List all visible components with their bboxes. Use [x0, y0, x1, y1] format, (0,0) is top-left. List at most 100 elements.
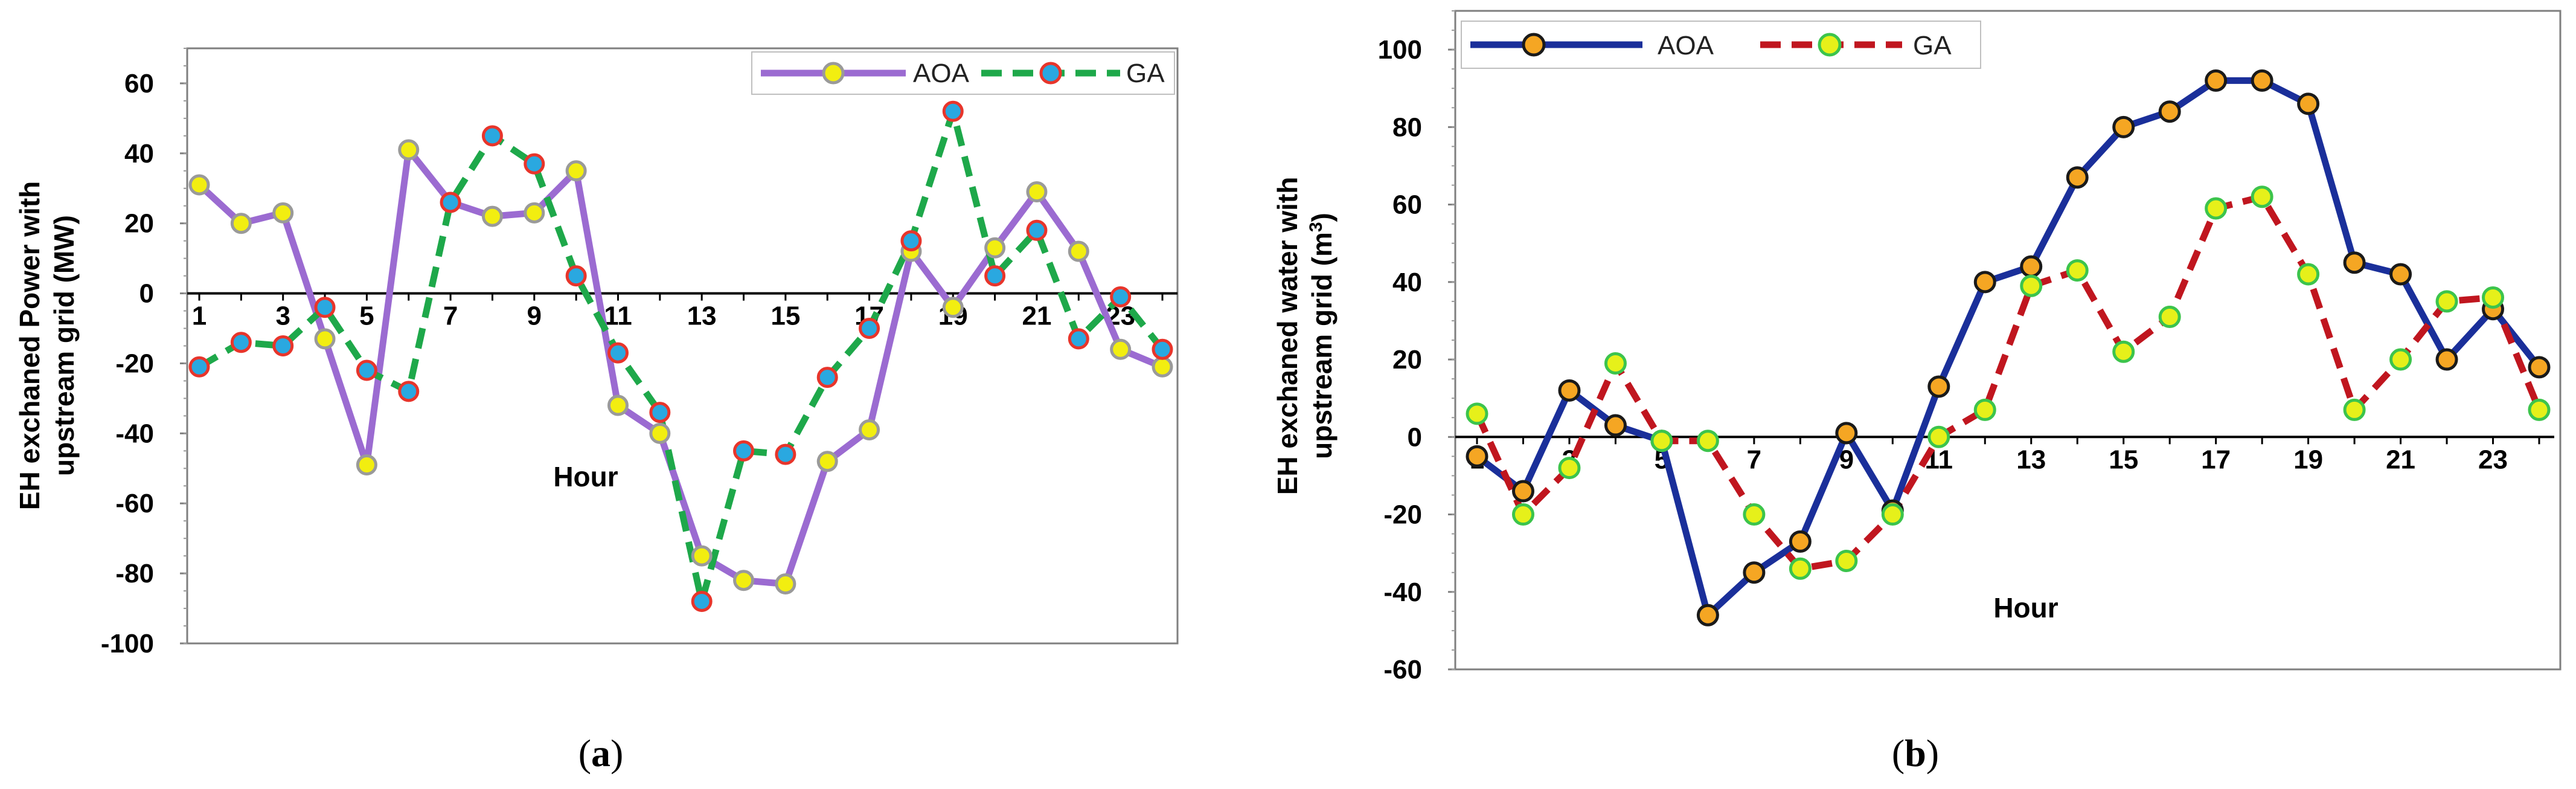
legend-b: AOA GA [1461, 21, 1981, 69]
x-tick-label: 13 [2016, 445, 2046, 474]
data-point-aoa [691, 545, 713, 567]
data-point-aoa [1558, 379, 1581, 402]
data-point-ga [2297, 263, 2320, 286]
data-point-aoa [2020, 255, 2043, 278]
y-axis-label-a-line1: EH exchaned Power with [14, 181, 45, 510]
caption-b: (b) [1892, 732, 1939, 775]
data-point-ga [1743, 503, 1766, 526]
data-point-ga [272, 335, 294, 356]
y-axis-a: -100 -80 -60 -40 -20 0 20 40 60 [101, 48, 188, 659]
data-point-ga [1558, 457, 1581, 480]
data-point-aoa [607, 394, 629, 416]
data-point-aoa [859, 419, 880, 441]
y-axis-label-b-line2: upstream grid (m3) [1306, 213, 1338, 459]
data-point-ga [1973, 398, 1996, 421]
data-point-aoa [314, 328, 336, 350]
data-point-ga [1604, 352, 1627, 375]
data-point-aoa [2158, 100, 2181, 123]
data-point-ga [2528, 398, 2551, 421]
data-point-ga [1511, 503, 1534, 526]
y-tick-label: 20 [1392, 345, 1422, 375]
y-tick-label: 80 [1392, 112, 1422, 142]
data-point-aoa [1743, 561, 1766, 584]
data-point-ga [2482, 286, 2505, 309]
y-tick-label: 20 [124, 209, 154, 239]
data-point-ga [859, 318, 880, 340]
data-point-aoa [816, 451, 838, 472]
data-point-aoa [565, 160, 587, 182]
data-point-ga [900, 230, 922, 252]
data-point-aoa [1789, 530, 1812, 553]
series-markers-a [188, 100, 1173, 612]
data-point-ga [1650, 430, 1673, 452]
legend-marker-ga-a [1039, 62, 1062, 85]
data-point-ga [649, 402, 671, 423]
data-point-ga [1068, 328, 1089, 350]
data-point-aoa [272, 202, 294, 224]
x-tick-label: 9 [527, 301, 542, 331]
data-point-aoa [1110, 338, 1132, 360]
data-point-ga [1696, 430, 1719, 452]
y-tick-label: -100 [101, 629, 154, 659]
legend-label-ga-a: GA [1126, 59, 1165, 88]
data-point-ga [1466, 402, 1488, 425]
x-tick-label: 15 [771, 301, 800, 331]
data-point-aoa [2528, 356, 2551, 379]
y-tick-label: 60 [1392, 190, 1422, 220]
data-point-aoa [2205, 69, 2228, 92]
data-point-aoa [356, 454, 377, 475]
data-point-ga [816, 367, 838, 388]
x-axis-label-a: Hour [553, 461, 618, 492]
data-point-ga [398, 381, 420, 402]
y-axis-label-a-line2: upstream grid (MW) [48, 215, 80, 476]
y-tick-label: -60 [1383, 655, 1422, 684]
x-tick-label: 19 [2293, 445, 2323, 474]
data-point-ga [314, 297, 336, 318]
data-point-aoa [230, 213, 252, 234]
data-point-aoa [2297, 92, 2320, 115]
y-tick-label: -60 [115, 489, 154, 518]
data-point-ga [2066, 259, 2089, 282]
data-point-ga [188, 356, 210, 378]
x-tick-label: 13 [687, 301, 717, 331]
data-point-aoa [1973, 271, 1996, 294]
data-point-aoa [2435, 348, 2458, 371]
data-point-ga [481, 125, 503, 147]
data-point-aoa [1511, 480, 1534, 503]
data-point-ga [2158, 306, 2181, 329]
y-axis-b: -60 -40 -20 0 20 40 60 80 100 [1378, 10, 1456, 684]
data-point-aoa [733, 570, 755, 591]
data-point-aoa [984, 237, 1006, 259]
data-point-ga [607, 342, 629, 364]
caption-a: (a) [578, 732, 624, 775]
data-point-aoa [1604, 414, 1627, 437]
y-tick-label: -20 [115, 349, 154, 378]
y-tick-label: 40 [1392, 268, 1422, 297]
data-point-aoa [398, 139, 420, 161]
data-point-ga [2112, 340, 2135, 363]
data-point-ga [1927, 425, 1950, 448]
legend-label-aoa-a: AOA [913, 59, 970, 88]
x-tick-label: 21 [1022, 301, 1051, 331]
data-point-ga [1881, 503, 1904, 526]
data-point-ga [2435, 290, 2458, 313]
data-point-aoa [2066, 166, 2089, 189]
data-point-aoa [2251, 69, 2273, 92]
plot-area-a [186, 47, 1179, 645]
legend-a: AOA GA [751, 51, 1175, 95]
legend-label-aoa-b: AOA [1658, 31, 1714, 60]
x-tick-label: 3 [275, 301, 290, 331]
x-tick-label: 7 [443, 301, 458, 331]
x-tick-label: 5 [359, 301, 374, 331]
data-point-ga [1110, 286, 1132, 308]
data-point-aoa [2112, 115, 2135, 138]
legend-marker-aoa-a [822, 62, 845, 85]
data-point-ga [230, 332, 252, 353]
data-point-ga [356, 359, 377, 381]
data-point-aoa [2389, 263, 2412, 286]
data-point-aoa [524, 202, 545, 224]
series-line-ga [1474, 193, 2543, 572]
y-tick-label: -40 [115, 419, 154, 448]
